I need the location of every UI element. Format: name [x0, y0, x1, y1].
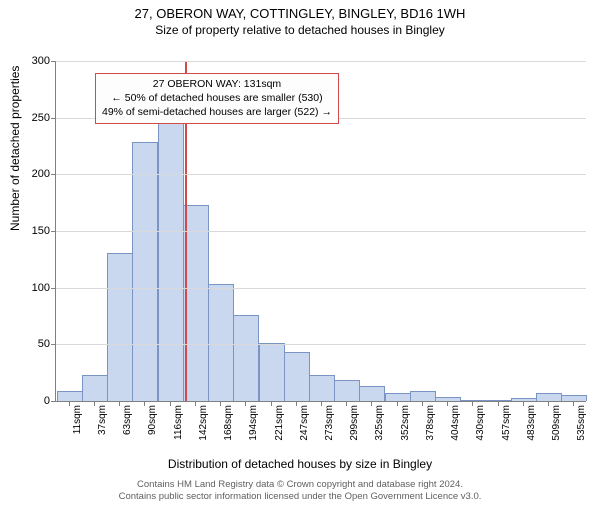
- x-tick-label: 325sqm: [374, 405, 385, 455]
- y-tick-mark: [51, 61, 56, 62]
- x-tick-mark: [119, 401, 120, 406]
- chart-title-main: 27, OBERON WAY, COTTINGLEY, BINGLEY, BD1…: [0, 6, 600, 21]
- y-axis-label: Number of detached properties: [8, 66, 22, 231]
- histogram-bar: [208, 284, 234, 401]
- chart-title-sub: Size of property relative to detached ho…: [0, 23, 600, 37]
- x-tick-label: 535sqm: [576, 405, 587, 455]
- histogram-bar: [460, 400, 486, 401]
- grid-line: [56, 231, 586, 232]
- y-tick-mark: [51, 231, 56, 232]
- x-tick-mark: [195, 401, 196, 406]
- x-tick-label: 168sqm: [223, 405, 234, 455]
- x-tick-mark: [371, 401, 372, 406]
- histogram-bar: [511, 398, 537, 401]
- x-tick-mark: [523, 401, 524, 406]
- histogram-bar: [536, 393, 562, 401]
- x-tick-mark: [397, 401, 398, 406]
- y-tick-mark: [51, 288, 56, 289]
- histogram-bar: [107, 253, 133, 401]
- histogram-bar: [334, 380, 360, 401]
- x-tick-mark: [321, 401, 322, 406]
- x-tick-label: 63sqm: [122, 405, 133, 455]
- annotation-box: 27 OBERON WAY: 131sqm ← 50% of detached …: [95, 73, 339, 124]
- x-tick-label: 378sqm: [425, 405, 436, 455]
- y-tick-mark: [51, 118, 56, 119]
- histogram-bar: [284, 352, 310, 401]
- x-tick-label: 457sqm: [501, 405, 512, 455]
- histogram-bar: [158, 122, 184, 401]
- x-tick-mark: [220, 401, 221, 406]
- histogram-bar: [561, 395, 587, 401]
- y-tick-label: 200: [10, 168, 50, 180]
- x-tick-label: 247sqm: [299, 405, 310, 455]
- x-tick-mark: [573, 401, 574, 406]
- x-tick-label: 142sqm: [198, 405, 209, 455]
- x-tick-label: 90sqm: [147, 405, 158, 455]
- x-tick-label: 11sqm: [72, 405, 83, 455]
- y-tick-label: 250: [10, 112, 50, 124]
- histogram-bar: [385, 393, 411, 401]
- y-tick-label: 50: [10, 338, 50, 350]
- x-tick-mark: [472, 401, 473, 406]
- y-tick-label: 150: [10, 225, 50, 237]
- footer-attribution: Contains HM Land Registry data © Crown c…: [0, 479, 600, 502]
- x-tick-mark: [245, 401, 246, 406]
- y-tick-label: 0: [10, 395, 50, 407]
- histogram-bar: [183, 205, 209, 401]
- x-tick-mark: [548, 401, 549, 406]
- x-tick-mark: [69, 401, 70, 406]
- annotation-line3: 49% of semi-detached houses are larger (…: [102, 105, 332, 119]
- histogram-bar: [309, 375, 335, 401]
- x-tick-label: 404sqm: [450, 405, 461, 455]
- x-tick-label: 352sqm: [400, 405, 411, 455]
- footer-line2: Contains public sector information licen…: [0, 491, 600, 502]
- histogram-bar: [410, 391, 436, 401]
- x-tick-label: 299sqm: [349, 405, 360, 455]
- grid-line: [56, 61, 586, 62]
- x-tick-label: 273sqm: [324, 405, 335, 455]
- histogram-bar: [132, 142, 158, 401]
- y-tick-mark: [51, 344, 56, 345]
- x-tick-label: 483sqm: [526, 405, 537, 455]
- x-tick-label: 37sqm: [97, 405, 108, 455]
- x-axis-label: Distribution of detached houses by size …: [0, 457, 600, 471]
- x-tick-label: 509sqm: [551, 405, 562, 455]
- x-tick-label: 221sqm: [274, 405, 285, 455]
- x-tick-label: 116sqm: [173, 405, 184, 455]
- y-tick-mark: [51, 174, 56, 175]
- histogram-bar: [359, 386, 385, 401]
- x-tick-mark: [346, 401, 347, 406]
- histogram-bar: [82, 375, 108, 401]
- histogram-bar: [57, 391, 83, 401]
- x-tick-mark: [498, 401, 499, 406]
- x-tick-mark: [94, 401, 95, 406]
- y-tick-label: 100: [10, 282, 50, 294]
- grid-line: [56, 344, 586, 345]
- x-tick-label: 194sqm: [248, 405, 259, 455]
- y-tick-label: 300: [10, 55, 50, 67]
- histogram-bar: [259, 343, 285, 401]
- histogram-bar: [486, 400, 512, 401]
- x-tick-mark: [144, 401, 145, 406]
- footer-line1: Contains HM Land Registry data © Crown c…: [0, 479, 600, 490]
- histogram-bar: [233, 315, 259, 401]
- x-tick-mark: [271, 401, 272, 406]
- x-tick-mark: [296, 401, 297, 406]
- y-tick-mark: [51, 401, 56, 402]
- grid-line: [56, 174, 586, 175]
- x-tick-mark: [447, 401, 448, 406]
- annotation-line1: 27 OBERON WAY: 131sqm: [102, 77, 332, 91]
- x-tick-label: 430sqm: [475, 405, 486, 455]
- x-tick-mark: [170, 401, 171, 406]
- annotation-line2: ← 50% of detached houses are smaller (53…: [102, 91, 332, 105]
- x-tick-mark: [422, 401, 423, 406]
- grid-line: [56, 288, 586, 289]
